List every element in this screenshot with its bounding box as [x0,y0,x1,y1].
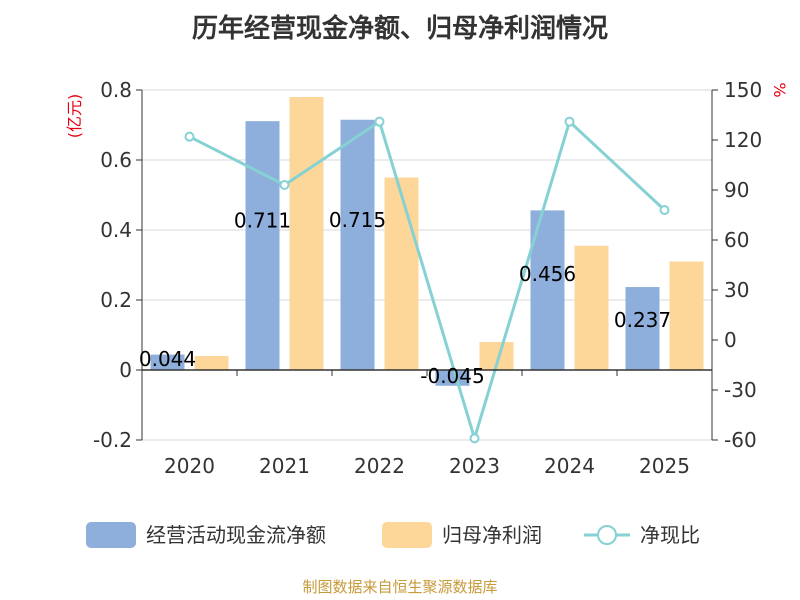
x-tick-label: 2020 [164,454,215,478]
bar-cashflow [340,119,375,370]
bar-net-profit [194,356,229,370]
line-point [279,180,290,190]
line-point [184,131,195,142]
legend-label-ratio: 净现比 [640,523,700,547]
left-axis-unit: (亿元) [65,94,84,139]
line-point [659,205,670,215]
left-tick-label: 0.8 [100,78,132,102]
bar-cashflow [245,121,280,371]
data-label: 0.044 [139,347,196,371]
bar-cashflow [150,354,185,370]
right-tick-label: -30 [724,378,757,402]
line-series [184,116,670,444]
left-tick-label: 0.4 [100,218,132,242]
legend-swatch-net-profit [382,522,432,548]
chart-title: 历年经营现金净额、归母净利润情况 [191,14,608,44]
right-tick-label: 0 [724,328,737,352]
bar-series [150,97,704,386]
x-tick-label: 2025 [639,454,690,478]
data-labels: 0.044 0.711 0.715 -0.045 0.456 0.237 [139,208,671,388]
line-net-cash-ratio [188,118,666,444]
source-note: 制图数据来自恒生聚源数据库 [302,578,498,596]
bar-cashflow [625,287,660,370]
data-label: -0.045 [420,364,484,388]
right-tick-label: 120 [724,128,762,152]
bar-cashflow [435,370,470,386]
legend-label-cashflow: 经营活动现金流净额 [146,523,326,547]
bar-net-profit [574,245,609,370]
legend: 经营活动现金流净额 归母净利润 净现比 [86,522,700,548]
right-tick-label: 60 [724,228,749,252]
right-axis-unit: % [770,82,789,97]
bar-net-profit [384,177,419,370]
legend-marker-ratio [597,525,617,545]
axes: -0.2 0 0.2 0.4 0.6 0.8 -60 -30 0 30 60 90 120 150 (亿元)… [65,78,789,478]
x-tick-label: 2021 [259,454,310,478]
line-point [374,116,385,127]
left-tick-label: -0.2 [93,428,132,452]
line-point [469,433,480,444]
legend-label-net-profit: 归母净利润 [442,523,542,547]
right-tick-label: 90 [724,178,749,202]
x-tick-label: 2024 [544,454,595,478]
right-tick-label: -60 [724,428,757,452]
left-tick-label: 0.2 [100,288,132,312]
right-tick-label: 30 [724,278,749,302]
line-point [564,116,575,127]
bar-net-profit [289,97,324,370]
data-label: 0.456 [519,262,576,286]
data-label: 0.237 [614,308,671,332]
right-tick-label: 150 [724,78,762,102]
data-label: 0.715 [329,208,386,232]
bar-net-profit [669,261,704,370]
left-tick-label: 0 [119,358,132,382]
x-tick-label: 2023 [449,454,500,478]
x-tick-label: 2022 [354,454,405,478]
data-label: 0.711 [234,209,291,233]
left-tick-label: 0.6 [100,148,132,172]
legend-swatch-cashflow [86,522,136,548]
